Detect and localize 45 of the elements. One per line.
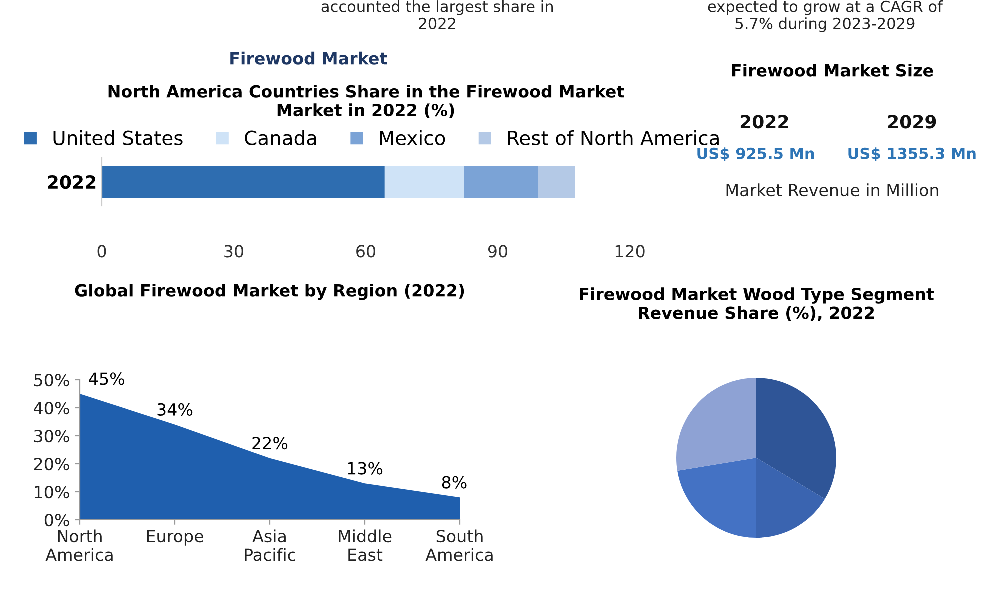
text: 2022 [48,175,96,190]
pie-slice [756,378,836,500]
y-tick-label: 40% [34,402,70,415]
x-tick-label: 0 [98,245,106,258]
x-tick-label: Middle East [339,530,392,562]
x-tick-label: South America [426,530,493,562]
x-tick-label: North America [46,530,113,562]
bar [102,166,385,198]
legend-label: Mexico [380,130,446,146]
bar [384,166,464,198]
chart-title: Firewood Market Wood Type Segment Revenue Share (%), 2022 [580,288,934,322]
y-tick-label: 30% [34,430,70,443]
data-label: 22% [252,437,288,450]
y-tick-label: 0% [44,514,70,527]
text: US$ 925.5 Mn [698,148,814,162]
x-tick-label: Asia Pacific [245,530,296,562]
data-label: 34% [158,403,193,416]
text: 2029 [888,115,936,129]
data-label: 45% [89,372,124,386]
text: expected to grow at a CAGR of 5.7% during 2023-2029 [708,0,944,32]
y-tick-label: 50% [34,374,70,387]
text: Market Revenue in Million [726,184,938,197]
bar [538,166,575,198]
chart-title: Global Firewood Market by Region (2022) [75,284,464,300]
legend-label: United States [54,130,183,146]
text: accounted the largest share in 2022 [322,0,554,30]
x-tick-label: 60 [356,245,376,258]
y-tick-label: 10% [35,486,70,499]
x-tick-label: 30 [224,245,244,258]
pie-slice [676,378,756,472]
data-label: 13% [348,462,383,475]
pie-slice [756,458,826,538]
chart-title: North America Countries Share in the Firewood Market Market in 2022 (%) [108,85,624,119]
x-tick-label: Europe [147,530,204,546]
text: Firewood Market [230,52,388,65]
legend-label: Rest of North America [508,130,719,146]
text: Firewood Market Size [732,64,934,77]
bar [464,166,538,198]
text: US$ 1355.3 Mn [848,148,976,162]
legend-label: Canada [245,130,316,146]
pie-slice [678,458,756,538]
y-tick-label: 20% [34,458,70,471]
data-label: 8% [442,476,467,489]
x-tick-label: 90 [488,245,508,258]
x-tick-label: 120 [616,245,645,258]
